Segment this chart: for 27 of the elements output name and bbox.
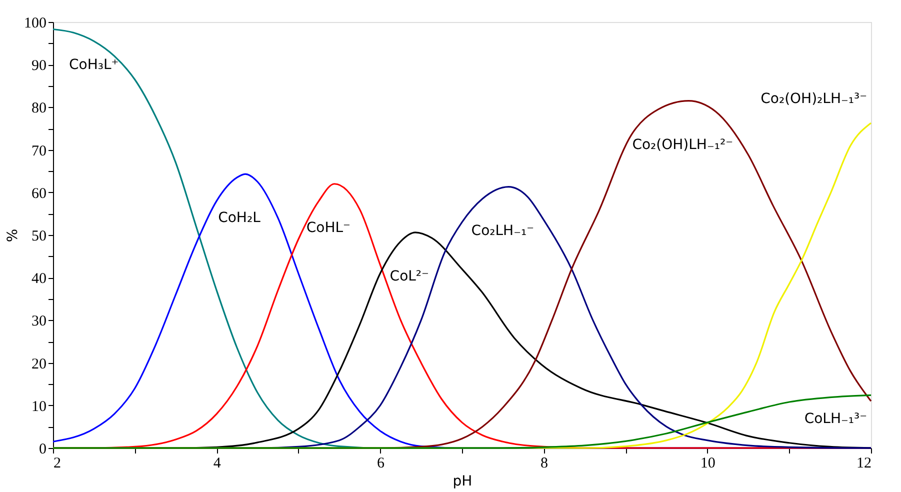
y-tick-label: 100: [24, 16, 46, 32]
x-tick-label: 10: [700, 456, 716, 472]
x-tick-label: 12: [856, 456, 872, 472]
series-label: CoL²⁻: [390, 268, 429, 284]
series-label: CoLH₋₁³⁻: [804, 411, 867, 428]
x-axis-title: pH: [452, 474, 472, 490]
y-tick-label: 60: [32, 186, 46, 202]
y-tick-label: 30: [32, 314, 46, 330]
series-label: Co₂LH₋₁⁻: [471, 222, 534, 239]
y-tick-label: 90: [32, 58, 46, 74]
x-tick-label: 8: [540, 456, 548, 472]
series-label: CoH₂L: [218, 210, 261, 226]
y-tick-label: 10: [32, 398, 46, 415]
series-label: CoHL⁻: [306, 220, 350, 236]
x-tick-label: 6: [376, 456, 385, 472]
y-tick-label: 70: [32, 143, 46, 160]
y-tick-label: 50: [32, 228, 46, 244]
y-tick-label: 0: [39, 442, 46, 458]
series-label: Co₂(OH)₂LH₋₁³⁻: [760, 90, 867, 107]
y-tick-label: 40: [32, 271, 46, 288]
y-axis-title: %: [5, 228, 21, 242]
x-tick-label: 2: [54, 456, 61, 472]
series-label: CoH₃L⁺: [69, 57, 119, 74]
y-tick-label: 20: [32, 356, 46, 372]
y-tick-label: 80: [32, 100, 46, 117]
x-tick-label: 4: [213, 456, 222, 472]
series-label: Co₂(OH)LH₋₁²⁻: [632, 136, 733, 153]
